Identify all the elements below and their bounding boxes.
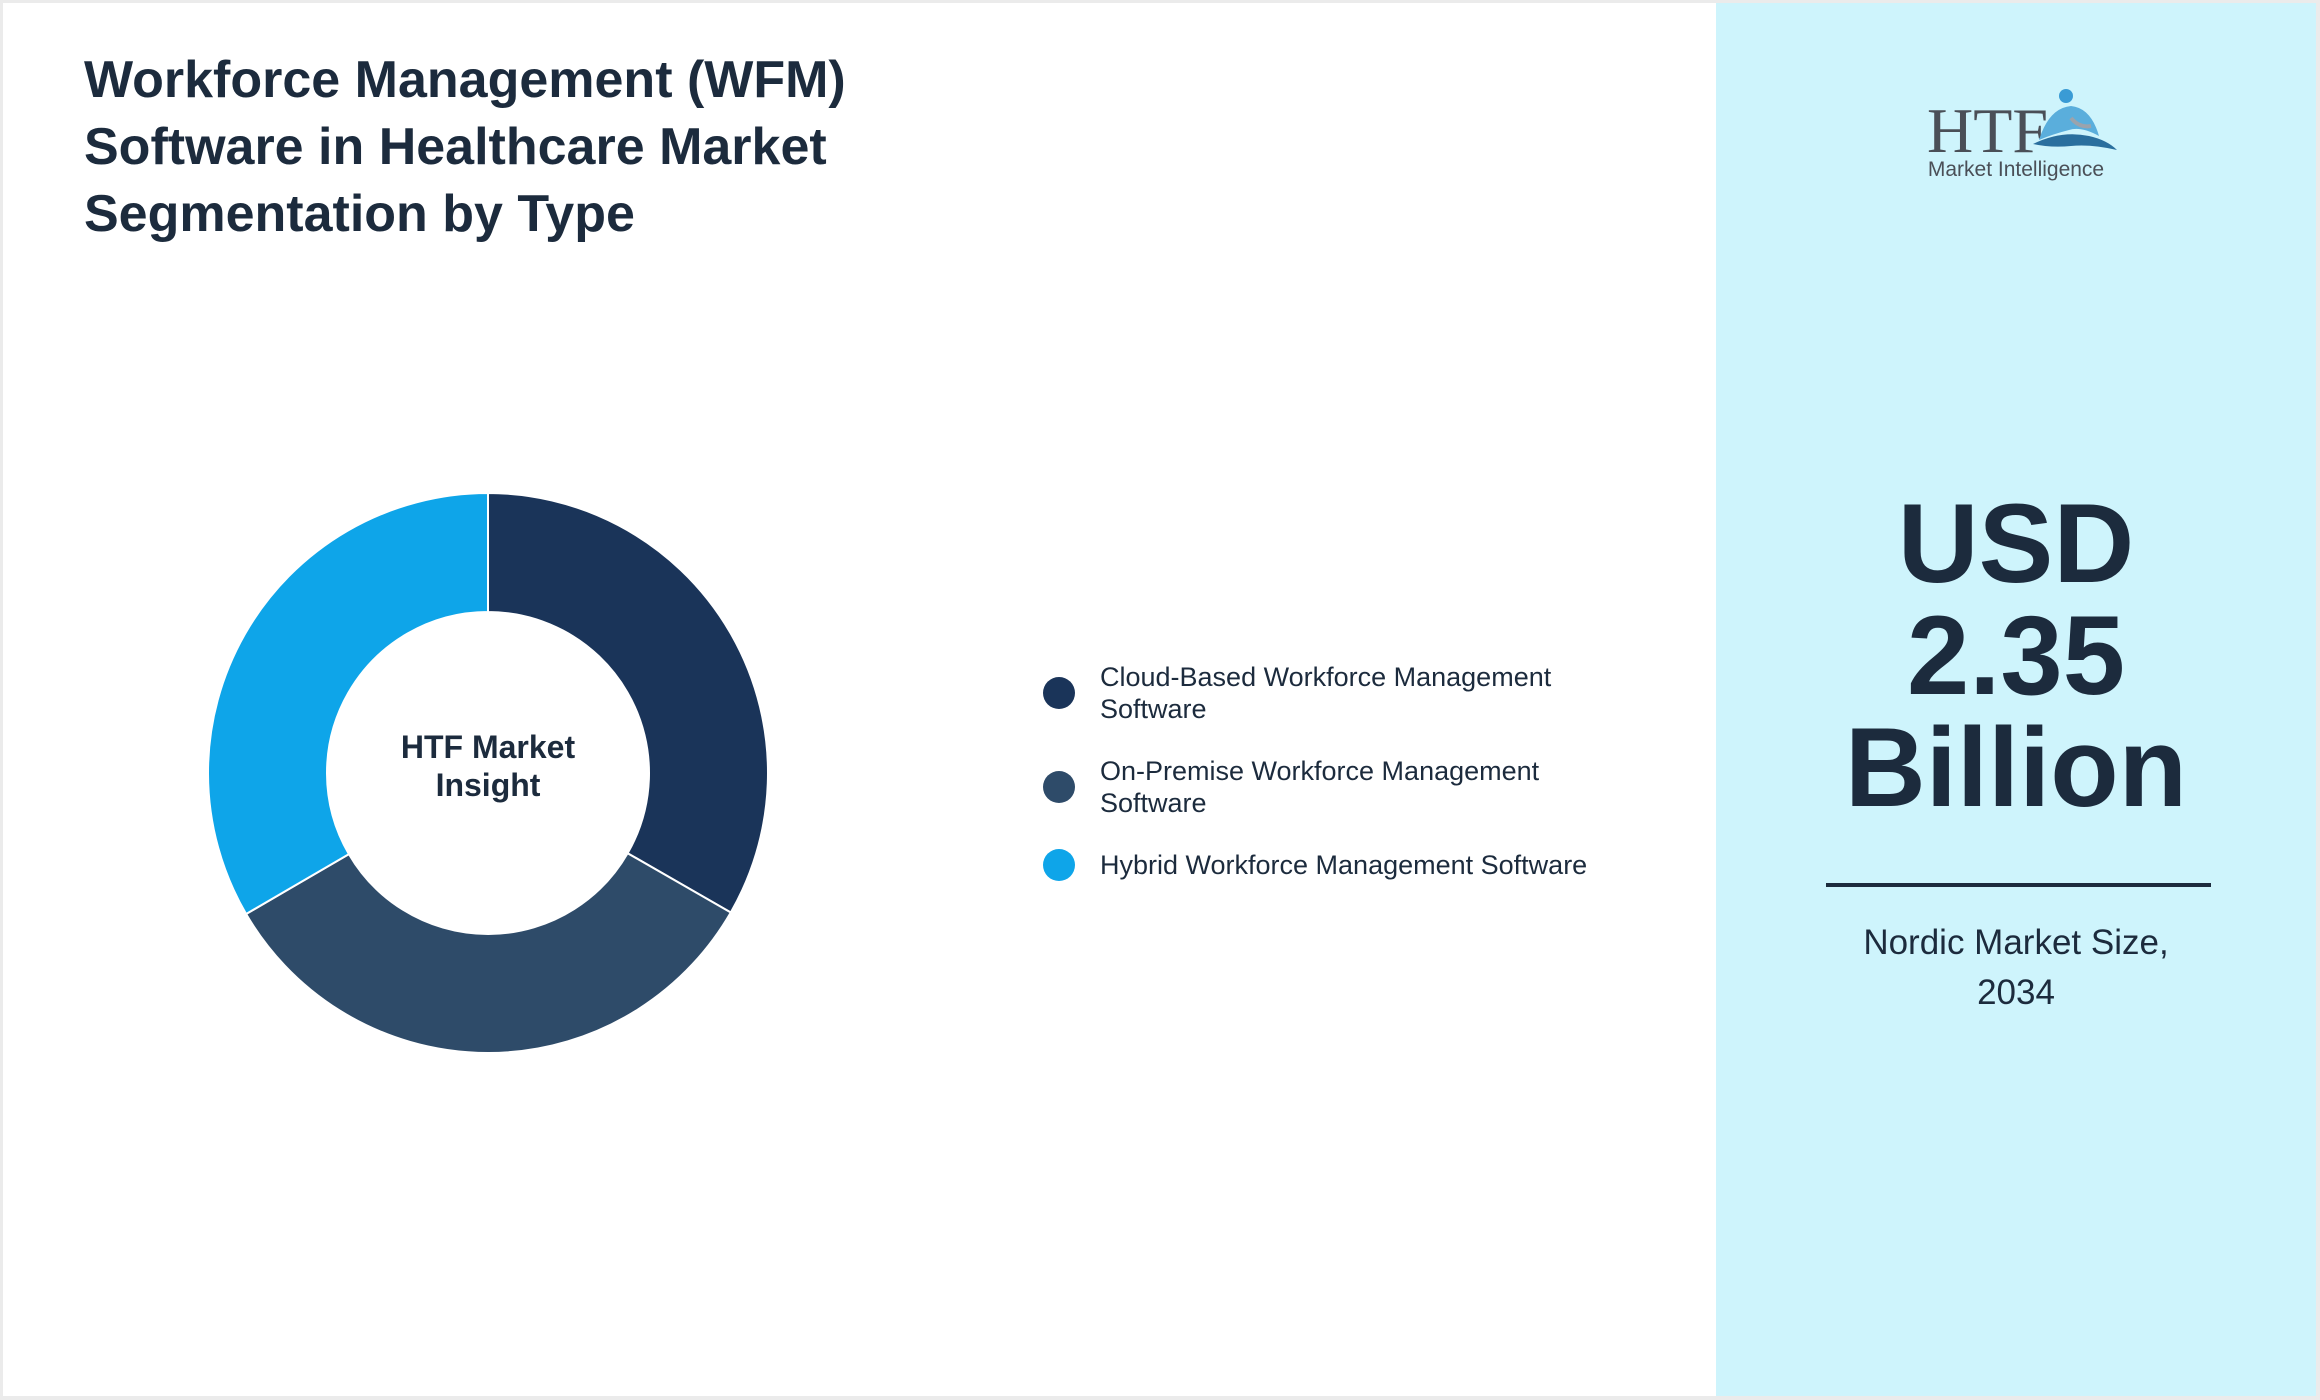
legend-item-on-premise: On-Premise Workforce Management Software — [1043, 755, 1683, 819]
legend-label-line: Software — [1100, 788, 1207, 818]
divider — [1826, 883, 2211, 887]
htf-logo-mark: HTF — [1927, 95, 2048, 158]
chart-title-line: Workforce Management (WFM) — [84, 51, 846, 109]
legend-item-hybrid: Hybrid Workforce Management Software — [1043, 849, 1683, 881]
market-size-caption-line: Nordic Market Size, — [1863, 923, 2169, 962]
donut-slice — [487, 491, 769, 914]
htf-logo: HTF Market Intelligence — [1921, 78, 2121, 198]
chart-title: Workforce Management (WFM) Software in H… — [84, 47, 984, 248]
chart-title-line: Software in Healthcare Market — [84, 118, 827, 176]
infographic-frame: Workforce Management (WFM) Software in H… — [3, 3, 2316, 1396]
legend-label-line: On-Premise Workforce Management — [1100, 756, 1540, 786]
legend-label-line: Software — [1100, 694, 1207, 724]
market-size-panel: HTF Market Intelligence USD 2.35 Billion… — [1716, 3, 2316, 1396]
legend-swatch — [1043, 771, 1075, 803]
market-size-value: USD 2.35 Billion — [1716, 488, 2316, 824]
market-size-caption-line: 2034 — [1977, 973, 2055, 1012]
market-size-value-line: USD — [1897, 481, 2135, 606]
donut-center-label-line: Insight — [435, 767, 541, 803]
chart-title-line: Segmentation by Type — [84, 185, 635, 243]
market-size-value-line: 2.35 — [1907, 593, 2125, 718]
donut-slice — [244, 851, 733, 1054]
chart-panel: Workforce Management (WFM) Software in H… — [3, 3, 1716, 1396]
donut-chart — [207, 491, 769, 1054]
legend-label-line: Hybrid Workforce Management Software — [1100, 850, 1588, 880]
htf-logo-icon: HTF — [1927, 89, 2117, 158]
legend-swatch — [1043, 849, 1075, 881]
legend-label-line: Cloud-Based Workforce Management — [1100, 662, 1552, 692]
legend-swatch — [1043, 677, 1075, 709]
legend-item-cloud-based: Cloud-Based Workforce Management Softwar… — [1043, 661, 1683, 725]
donut-center-label: HTF Market Insight — [298, 728, 678, 804]
donut-center-label-line: HTF Market — [400, 729, 576, 765]
market-size-caption: Nordic Market Size, 2034 — [1716, 918, 2316, 1018]
market-size-value-line: Billion — [1844, 705, 2188, 830]
logo-tagline: Market Intelligence — [1927, 158, 2105, 181]
chart-legend: Cloud-Based Workforce Management Softwar… — [1043, 661, 1683, 911]
donut-slice — [207, 491, 489, 916]
